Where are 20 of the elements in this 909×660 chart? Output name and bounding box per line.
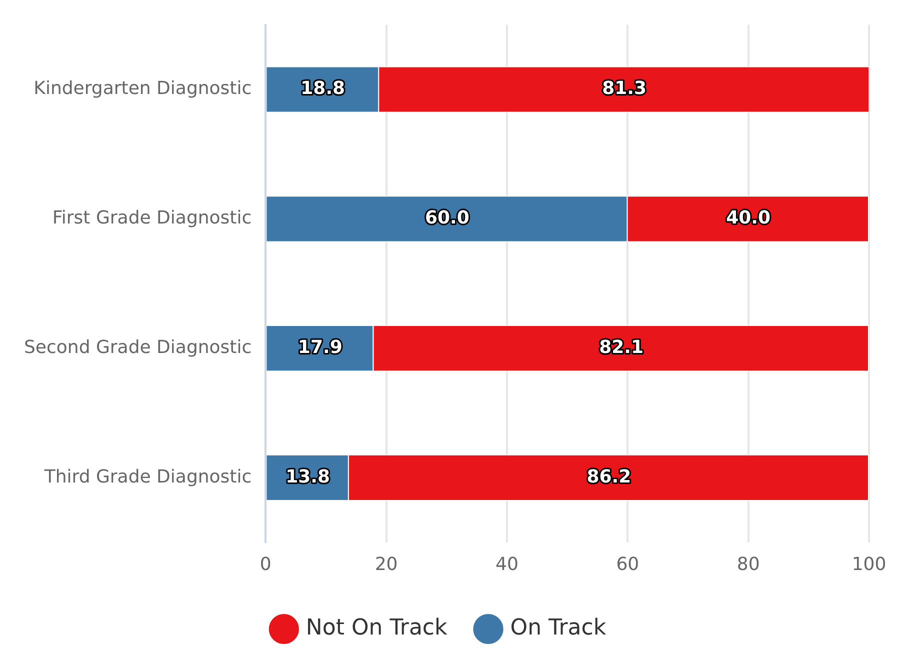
data-label: 82.1 (599, 336, 644, 358)
data-label: 40.0 (726, 208, 771, 229)
legend-label: Not On Track (306, 616, 448, 641)
data-label: 17.9 (298, 336, 342, 358)
data-label: 18.8 (300, 78, 346, 100)
y-tick-label: Third Grade Diagnostic (43, 466, 252, 488)
legend-label: On Track (510, 616, 606, 641)
x-tick-label: 60 (616, 554, 640, 575)
data-label: 81.3 (602, 78, 647, 100)
x-tick-label: 0 (260, 554, 272, 575)
x-tick-label: 20 (374, 554, 398, 575)
data-label: 60.0 (424, 208, 470, 229)
y-tick-label: First Grade Diagnostic (52, 208, 252, 229)
x-tick-label: 100 (852, 554, 886, 575)
data-label: 13.8 (286, 466, 330, 488)
data-label: 86.2 (586, 466, 632, 488)
x-tick-label: 40 (496, 554, 518, 575)
y-tick-label: Kindergarten Diagnostic (34, 78, 252, 100)
x-tick-label: 80 (736, 554, 760, 575)
y-tick-label: Second Grade Diagnostic (24, 336, 252, 358)
